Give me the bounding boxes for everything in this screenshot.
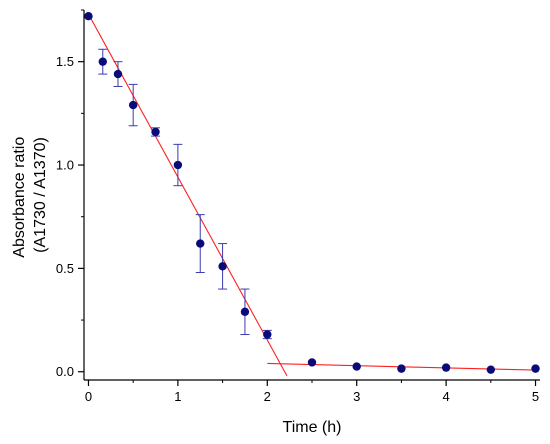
y-axis-title-line-1: Absorbance ratio <box>11 137 28 258</box>
data-point <box>173 160 183 170</box>
data-point <box>218 262 227 271</box>
data-point <box>113 69 123 79</box>
data-point <box>98 57 107 66</box>
x-tick-label: 2 <box>264 389 271 404</box>
y-tick-label: 0.0 <box>56 364 74 379</box>
fit-lines <box>87 13 536 377</box>
data-points <box>84 12 540 374</box>
y-tick-label: 0.5 <box>56 261 74 276</box>
data-point <box>441 363 451 372</box>
x-tick-label: 1 <box>174 389 181 404</box>
data-point <box>196 239 205 248</box>
data-point <box>307 358 317 367</box>
x-tick-label: 4 <box>443 389 450 404</box>
x-tick-label: 3 <box>353 389 360 404</box>
data-point <box>84 12 93 21</box>
data-point <box>397 364 406 373</box>
data-point <box>531 364 540 373</box>
x-axis-title: Time (h) <box>283 419 342 436</box>
data-point <box>151 127 160 137</box>
data-point <box>263 330 272 339</box>
data-point <box>486 365 496 374</box>
y-tick-label: 1.5 <box>56 54 74 69</box>
data-point <box>240 307 250 316</box>
axes: 0 1 2 3 4 5 0.0 0.5 1.0 1.5 <box>56 9 540 404</box>
y-axis-title-line-2: (A1730 / A1370) <box>32 137 49 253</box>
x-axis-ticks: 0 1 2 3 4 5 <box>85 380 539 404</box>
y-axis-ticks: 0.0 0.5 1.0 1.5 <box>56 9 84 379</box>
y-tick-label: 1.0 <box>56 158 74 173</box>
y-axis-title: Absorbance ratio (A1730 / A1370) <box>11 132 49 257</box>
data-point <box>352 362 361 371</box>
x-tick-label: 5 <box>532 389 539 404</box>
plot-area <box>84 12 540 377</box>
x-tick-label: 0 <box>85 389 92 404</box>
error-bars <box>98 48 272 340</box>
data-point <box>128 100 138 110</box>
